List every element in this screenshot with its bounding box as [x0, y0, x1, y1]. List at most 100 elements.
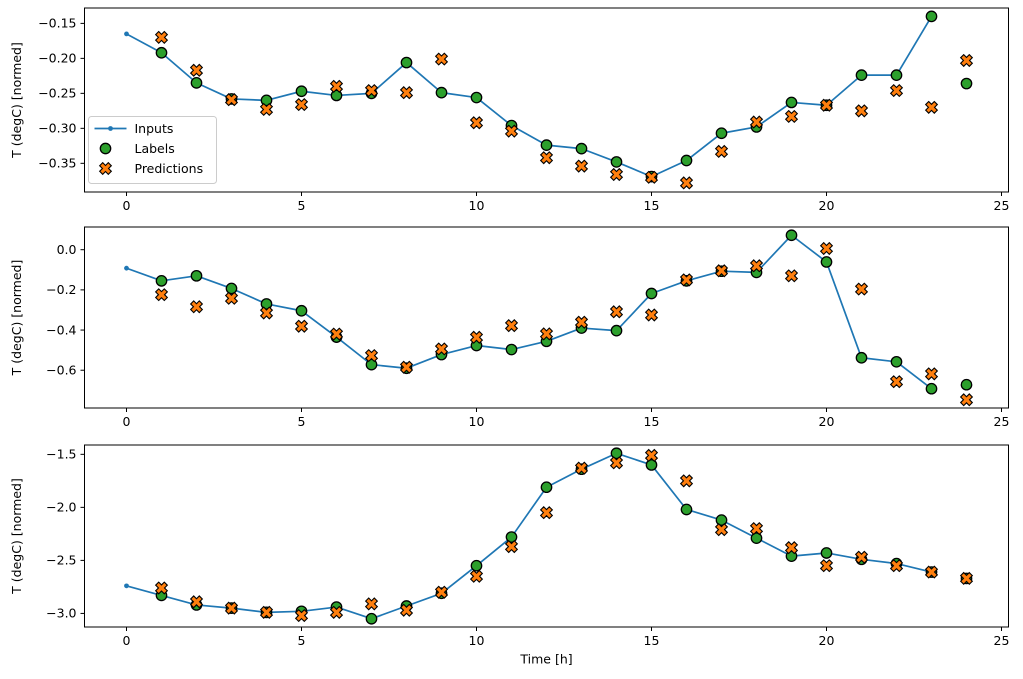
x-axis: 0 5 10 15 20 25 [123, 408, 1010, 429]
x-tick-label: 20 [819, 633, 835, 648]
labels-marker [890, 355, 903, 368]
predictions-marker [294, 319, 309, 333]
predictions-marker [889, 559, 904, 573]
axes-frame [84, 7, 1009, 193]
predictions-marker [504, 319, 519, 333]
predictions-marker [924, 565, 939, 579]
labels-marker [680, 154, 693, 167]
predictions-marker [259, 306, 274, 320]
predictions-marker [189, 595, 204, 609]
labels-marker [260, 94, 273, 107]
labels-marker [680, 503, 693, 516]
labels-marker [190, 77, 203, 89]
predictions-marker [364, 348, 379, 363]
predictions-marker [749, 259, 764, 273]
legend-label: Labels [135, 141, 175, 156]
predictions-marker [854, 104, 869, 118]
predictions-marker [539, 327, 554, 341]
labels-marker [435, 86, 448, 99]
predictions-marker [644, 448, 659, 463]
labels-marker [505, 531, 518, 543]
predictions-marker [854, 550, 869, 564]
predictions-markers [154, 448, 974, 623]
predictions-marker [259, 605, 274, 619]
labels-marker [785, 229, 798, 242]
y-tick-label: −0.35 [38, 156, 76, 171]
legend-dot-sample [108, 126, 113, 131]
predictions-marker [504, 539, 519, 554]
y-tick-label: −2.0 [46, 500, 76, 515]
x-axis: 0 5 10 15 20 25 [123, 192, 1009, 213]
inputs-dot [124, 583, 129, 589]
predictions-marker [819, 98, 834, 112]
predictions-markers [154, 241, 974, 407]
predictions-marker [609, 305, 624, 319]
labels-marker [540, 139, 553, 151]
predictions-marker [329, 605, 344, 619]
predictions-marker [609, 167, 624, 182]
inputs-line [126, 234, 933, 390]
x-tick-label: 15 [644, 633, 660, 648]
y-tick-label: −0.4 [46, 322, 76, 337]
labels-marker [470, 91, 483, 104]
labels-marker [365, 612, 378, 625]
predictions-marker [574, 461, 589, 475]
labels-marker [610, 447, 623, 460]
x-tick-label: 20 [819, 414, 835, 429]
y-tick-label: −2.5 [46, 553, 76, 568]
labels-marker [610, 324, 623, 337]
x-tick-label: 5 [298, 198, 306, 213]
labels-marker [225, 282, 238, 295]
predictions-marker [399, 603, 414, 617]
predictions-marker [749, 521, 764, 536]
predictions-marker [959, 571, 974, 586]
predictions-marker [819, 559, 834, 573]
x-tick-label: 10 [469, 198, 485, 213]
predictions-marker [154, 30, 169, 44]
predictions-marker [364, 597, 379, 611]
predictions-marker [399, 360, 414, 374]
labels-marker [400, 56, 413, 69]
predictions-marker [434, 342, 449, 356]
legend-label: Predictions [135, 161, 204, 176]
subplot-top: 0 5 10 15 20 25 −0.15 −0.20 −0.25 −0.30 −0.35 T (de… [9, 7, 1009, 213]
predictions-marker [364, 83, 379, 98]
x-tick-label: 10 [469, 633, 485, 648]
x-tick-label: 0 [123, 198, 131, 213]
predictions-marker [714, 523, 729, 537]
predictions-marker [959, 53, 974, 68]
y-tick-label: 0.0 [57, 242, 77, 257]
predictions-marker [294, 608, 309, 623]
labels-marker [295, 304, 308, 317]
predictions-marker [749, 115, 764, 129]
labels-marker [645, 459, 658, 471]
x-tick-label: 15 [644, 414, 660, 429]
predictions-marker [224, 93, 239, 107]
labels-marker [505, 343, 518, 356]
predictions-marker [469, 330, 484, 344]
axes-background [84, 227, 1009, 408]
predictions-marker [189, 63, 204, 77]
legend-item-inputs: Inputs [94, 121, 173, 136]
y-tick-label: −1.5 [46, 447, 76, 462]
inputs-dot [124, 31, 129, 37]
predictions-marker [189, 300, 204, 314]
predictions-marker [679, 273, 694, 287]
predictions-marker [154, 581, 169, 595]
axes-frame [84, 444, 1009, 628]
y-axis: −0.15 −0.20 −0.25 −0.30 −0.35 [38, 16, 85, 171]
y-tick-label: −0.15 [38, 16, 76, 31]
x-tick-label: 0 [123, 414, 131, 429]
predictions-marker [679, 176, 694, 190]
predictions-marker [679, 474, 694, 488]
predictions-marker [784, 541, 799, 555]
x-tick-label: 25 [994, 414, 1010, 429]
predictions-marker [574, 159, 589, 173]
labels-marker [645, 287, 658, 300]
predictions-marker [434, 585, 449, 599]
labels-marker [820, 256, 833, 268]
labels-marker [820, 547, 833, 559]
labels-marker [155, 274, 168, 287]
predictions-marker [609, 456, 624, 470]
